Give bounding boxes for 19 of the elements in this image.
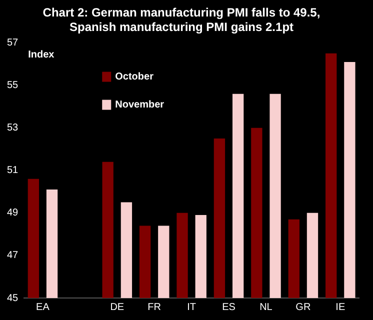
x-tick-label: IE <box>336 302 346 313</box>
y-tick-label: 49 <box>7 208 19 219</box>
y-tick-label: 57 <box>7 38 19 49</box>
x-tick-label: NL <box>260 302 273 313</box>
y-axis-title: Index <box>28 50 55 61</box>
x-tick-label: DE <box>110 302 124 313</box>
chart-title: Chart 2: German manufacturing PMI falls to 49.5, Spanish manufacturing PMI gains 2.1pt <box>42 6 320 34</box>
x-tick-label: IT <box>187 302 196 313</box>
x-tick-label: EA <box>36 302 50 313</box>
x-tick-label: ES <box>222 302 236 313</box>
y-tick-label: 55 <box>7 80 19 92</box>
y-tick-label: 53 <box>7 122 19 134</box>
y-tick-label: 51 <box>7 165 19 176</box>
legend-label: November <box>115 100 164 111</box>
x-tick-label: GR <box>296 302 311 313</box>
y-tick-label: 45 <box>7 292 19 304</box>
legend-label: October <box>115 72 154 83</box>
y-tick-label: 47 <box>7 250 19 262</box>
x-tick-label: FR <box>148 302 162 313</box>
